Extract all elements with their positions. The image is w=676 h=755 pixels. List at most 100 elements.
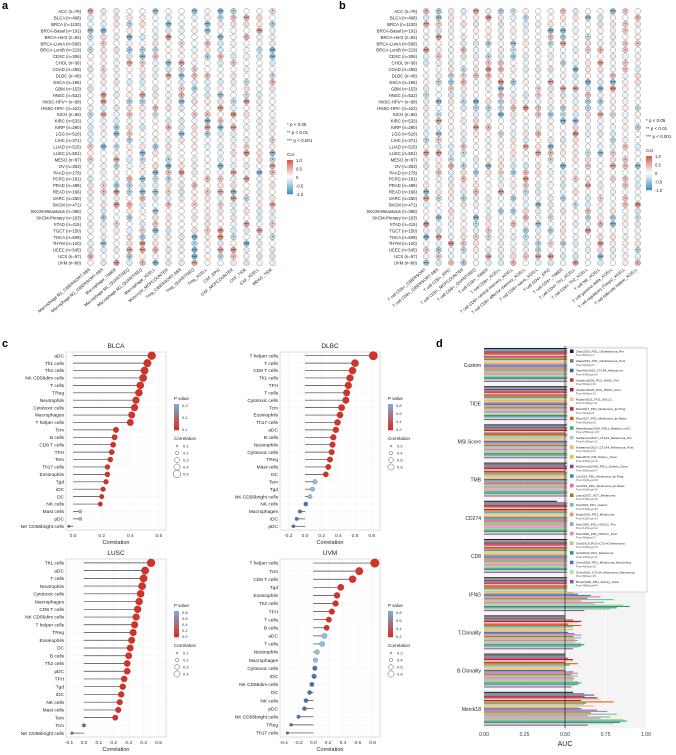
heatmap-cell	[178, 130, 185, 137]
heatmap-cell	[460, 98, 467, 105]
heatmap-cell	[204, 143, 211, 150]
series-legend-counts: Pos=15|Neg=13	[576, 516, 598, 520]
heatmap-cell	[634, 79, 641, 86]
pvalue-colorbar-segment	[174, 621, 179, 625]
heatmap-cell	[178, 21, 185, 28]
significance-mark: *	[194, 67, 196, 72]
series-legend-swatch	[570, 387, 574, 392]
significance-mark: *	[246, 144, 248, 149]
heatmap-cell	[113, 240, 120, 247]
lollipop-x-tick: 0.3	[125, 740, 132, 746]
heatmap-row-label: THYM (n=120)	[53, 241, 82, 246]
significance-mark: *	[525, 183, 527, 188]
auc-bar	[484, 432, 565, 434]
heatmap-cell	[256, 124, 263, 131]
heatmap-cell	[535, 201, 542, 208]
heatmap-cell	[485, 201, 492, 208]
heatmap-cell	[584, 46, 592, 53]
auc-bar	[484, 715, 588, 717]
auc-bar	[484, 469, 585, 471]
heatmap-cell	[560, 53, 567, 60]
heatmap-cell	[100, 188, 107, 195]
significance-mark: ***	[523, 144, 528, 149]
colorbar-segment	[287, 187, 293, 190]
heatmap-cell	[609, 111, 616, 118]
heatmap-cell	[217, 188, 224, 195]
heatmap-cell	[100, 40, 107, 47]
heatmap-cell	[230, 240, 237, 247]
heatmap-cell	[634, 104, 641, 112]
auc-bar	[484, 674, 572, 676]
auc-bar	[484, 391, 598, 393]
heatmap-cell	[572, 208, 579, 215]
heatmap-cell	[87, 221, 94, 228]
lollipop-category-label: Tem	[269, 479, 278, 485]
heatmap-cell	[230, 175, 237, 182]
heatmap-cell	[547, 27, 554, 34]
lollipop-point	[342, 396, 350, 404]
heatmap-cell	[584, 143, 592, 150]
heatmap-cell	[217, 259, 224, 266]
heatmap-cell	[547, 240, 554, 247]
lollipop-category-label: pDC	[54, 669, 64, 675]
significance-mark: *	[550, 151, 552, 156]
series-legend-counts: Pos=12|Neg=33	[576, 507, 598, 511]
series-legend-counts: Pos=5|Neg=13	[576, 392, 596, 396]
heatmap-cell	[560, 66, 567, 73]
heatmap-cell	[472, 214, 480, 221]
significance-mark: ***	[270, 202, 275, 207]
heatmap-cell	[113, 40, 120, 47]
lollipop-x-tick: 0.1	[95, 740, 102, 746]
significance-mark: *	[537, 241, 539, 246]
heatmap-cell	[584, 79, 592, 86]
heatmap-cell	[204, 246, 211, 253]
series-legend-swatch	[570, 435, 574, 440]
heatmap-cell	[584, 14, 592, 21]
heatmap-row-label: HNSC-HPV+ (n=98)	[42, 99, 81, 104]
heatmap-cell	[510, 233, 517, 241]
significance-mark: *	[90, 144, 92, 149]
series-legend-swatch	[570, 416, 574, 421]
heatmap-cell	[87, 240, 94, 247]
heatmap-cell	[535, 208, 542, 215]
heatmap-cell	[113, 72, 120, 79]
heatmap-cell	[435, 111, 442, 118]
heatmap-cell	[510, 53, 517, 60]
heatmap-cell	[622, 98, 629, 105]
lollipop-point	[346, 374, 354, 382]
lollipop-x-tick: 0.4	[340, 740, 347, 746]
lollipop-x-tick: 0.0	[81, 740, 88, 746]
heatmap-cell	[460, 201, 467, 208]
heatmap-cell	[472, 111, 480, 118]
heatmap-cell	[100, 53, 107, 60]
heatmap-cell	[139, 92, 146, 99]
heatmap-cell	[435, 8, 442, 15]
pvalue-legend-title: P value	[174, 396, 189, 401]
heatmap-cell	[609, 240, 616, 247]
lollipop-point	[104, 464, 111, 470]
lollipop-point	[132, 396, 140, 404]
significance-mark: *	[587, 47, 589, 52]
heatmap-cell	[472, 104, 480, 112]
correlation-legend-title: Correlation	[388, 436, 411, 441]
heatmap-cell	[256, 162, 263, 170]
heatmap-cell	[152, 208, 159, 215]
heatmap-cell	[535, 130, 542, 137]
auc-bar	[484, 348, 638, 350]
heatmap-cell	[230, 188, 237, 195]
heatmap-cell	[87, 72, 94, 79]
heatmap-cell	[634, 14, 641, 21]
heatmap-cell	[547, 104, 554, 112]
heatmap-row-label: CESC (n=306)	[389, 54, 418, 59]
heatmap-cell	[178, 169, 185, 176]
heatmap-cell	[510, 14, 517, 21]
significance-mark: ***	[244, 151, 249, 156]
significance-mark: *	[600, 196, 602, 201]
significance-mark: ***	[270, 164, 275, 169]
heatmap-cell	[87, 259, 94, 266]
auc-bar	[484, 350, 622, 352]
lollipop-category-label: Tcm	[269, 405, 278, 411]
heatmap-cell	[634, 72, 641, 79]
heatmap-cell	[113, 227, 120, 234]
heatmap-cell	[113, 59, 120, 66]
